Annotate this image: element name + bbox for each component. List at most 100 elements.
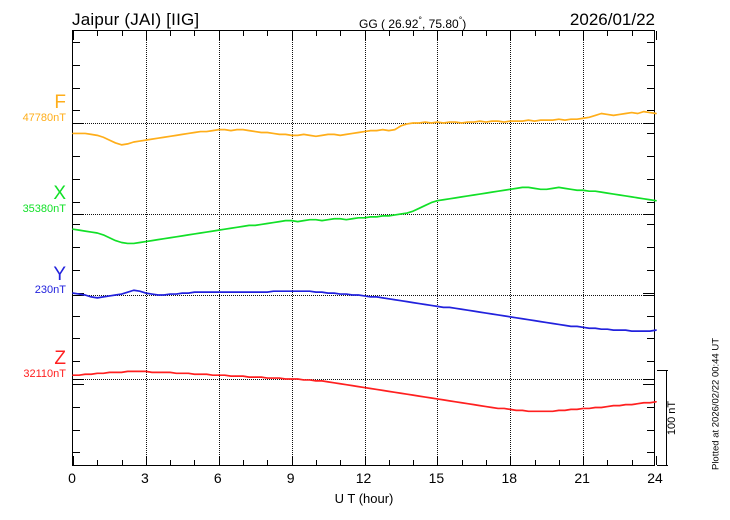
x-tick-label: 21 xyxy=(574,470,590,486)
baseline-f xyxy=(73,123,654,124)
x-tick xyxy=(145,456,147,465)
x-tick xyxy=(364,31,366,40)
y-tick xyxy=(73,430,80,431)
grid-line-vertical xyxy=(364,31,366,465)
component-symbol: Z xyxy=(54,348,66,369)
x-tick xyxy=(656,456,657,465)
trace-z xyxy=(72,370,657,413)
x-tick xyxy=(97,460,99,465)
y-tick xyxy=(73,65,80,66)
grid-line-vertical xyxy=(583,31,585,465)
x-tick xyxy=(485,31,487,36)
x-tick-label: 9 xyxy=(286,470,295,486)
grid-line-vertical xyxy=(437,31,439,465)
y-tick xyxy=(647,407,654,408)
y-tick xyxy=(73,42,80,43)
x-tick xyxy=(631,31,633,36)
component-baseline-value: 230nT xyxy=(34,284,66,296)
trace-curves xyxy=(72,110,657,413)
y-tick xyxy=(647,270,654,271)
observation-date: 2026/01/22 xyxy=(569,10,655,29)
x-tick xyxy=(437,31,439,40)
y-tick xyxy=(73,361,80,362)
x-tick xyxy=(534,31,536,36)
x-tick xyxy=(558,460,560,465)
x-tick xyxy=(631,460,633,465)
degree-symbol-lat: ° xyxy=(418,15,422,25)
y-tick xyxy=(647,65,654,66)
x-tick xyxy=(364,456,366,465)
x-tick xyxy=(243,460,245,465)
y-tick xyxy=(73,224,80,225)
scale-bar-line xyxy=(666,370,667,466)
x-tick xyxy=(340,460,342,465)
coords-close: ) xyxy=(462,17,467,31)
scale-bar xyxy=(657,370,669,466)
plotted-at-timestamp: Plotted at 2026/02/22 00:44 UT xyxy=(710,337,722,471)
x-tick xyxy=(485,460,487,465)
x-tick xyxy=(656,31,657,40)
y-tick xyxy=(647,179,654,180)
x-tick xyxy=(607,31,609,36)
component-baseline-value: 35380nT xyxy=(22,203,66,215)
x-tick-label: 12 xyxy=(355,470,372,486)
y-tick xyxy=(73,247,80,248)
y-tick xyxy=(647,452,654,453)
x-tick xyxy=(291,456,293,465)
x-tick xyxy=(413,31,415,36)
x-tick-label: 15 xyxy=(428,470,445,486)
trace-y xyxy=(72,289,657,332)
x-tick xyxy=(461,31,463,36)
scale-bar-label: 100 nT xyxy=(666,400,678,436)
x-tick xyxy=(388,460,390,465)
x-tick xyxy=(194,31,196,36)
baseline-x xyxy=(73,214,654,215)
y-tick-baseline xyxy=(643,214,654,215)
coords-lon: , 75.80 xyxy=(421,17,459,31)
x-tick xyxy=(583,456,585,465)
y-tick xyxy=(73,88,80,89)
x-tick xyxy=(340,31,342,36)
x-tick xyxy=(461,460,463,465)
x-tick xyxy=(170,31,172,36)
y-tick xyxy=(647,133,654,134)
x-tick-label: 24 xyxy=(647,470,663,486)
y-tick-baseline xyxy=(643,123,654,124)
x-tick-label: 18 xyxy=(501,470,518,486)
x-tick xyxy=(315,460,317,465)
x-tick xyxy=(291,31,293,40)
y-tick xyxy=(73,316,80,317)
geographic-coordinates: GG ( 26.92°, 75.80°) xyxy=(359,15,466,31)
grid-line-vertical xyxy=(510,31,512,465)
x-tick xyxy=(73,456,74,465)
y-tick xyxy=(647,88,654,89)
x-axis-title: U T (hour) xyxy=(334,491,394,506)
x-tick xyxy=(218,31,220,40)
scale-bar-cap-bottom xyxy=(657,465,668,466)
x-tick xyxy=(121,460,123,465)
x-tick xyxy=(558,31,560,36)
y-tick-baseline xyxy=(643,295,654,296)
scale-bar-cap-top xyxy=(657,370,668,371)
y-tick xyxy=(73,338,80,339)
x-tick xyxy=(218,456,220,465)
y-tick xyxy=(73,407,80,408)
y-tick xyxy=(647,361,654,362)
grid-line-vertical xyxy=(145,31,147,465)
plot-area xyxy=(72,30,657,466)
y-tick xyxy=(73,270,80,271)
x-tick xyxy=(194,460,196,465)
x-tick xyxy=(73,31,74,40)
x-tick xyxy=(607,460,609,465)
y-tick xyxy=(647,224,654,225)
x-tick xyxy=(170,460,172,465)
component-baseline-value: 32110nT xyxy=(23,368,66,380)
y-tick xyxy=(647,110,654,111)
y-tick-baseline xyxy=(73,123,84,124)
trace-x xyxy=(72,186,657,245)
component-symbol: X xyxy=(53,183,66,204)
y-tick-baseline xyxy=(643,379,654,380)
component-symbol: Y xyxy=(53,264,66,285)
y-tick xyxy=(643,384,654,385)
